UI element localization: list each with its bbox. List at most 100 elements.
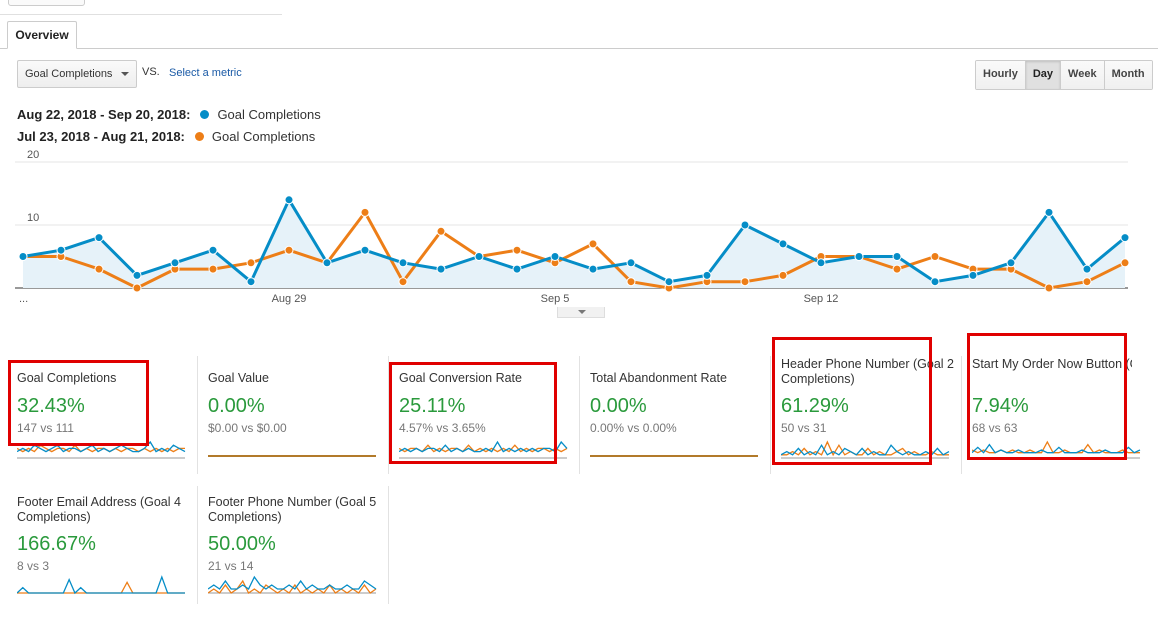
card-divider	[197, 356, 198, 474]
main-line-chart[interactable]: 20 10... Aug 29 Sep 5 Sep 12	[0, 150, 1158, 308]
data-point[interactable]	[132, 270, 142, 280]
data-point[interactable]	[854, 252, 864, 261]
data-point[interactable]	[664, 277, 674, 287]
data-point[interactable]	[360, 245, 370, 255]
highlight-box	[389, 362, 557, 464]
week-button[interactable]: Week	[1061, 61, 1105, 89]
card-percent-change: 166.67%	[17, 533, 96, 555]
data-point[interactable]	[1082, 264, 1092, 274]
sparkline	[208, 575, 377, 594]
data-point[interactable]	[968, 270, 978, 280]
data-point[interactable]	[930, 252, 940, 261]
card-goal-conversion-rate[interactable]: Goal Conversion Rate 25.11% 4.57% vs 3.6…	[389, 356, 580, 476]
y-tick-label: 20	[27, 150, 39, 161]
card-percent-change: 32.43%	[17, 395, 85, 417]
data-point[interactable]	[436, 264, 446, 274]
sparkline-blue	[399, 440, 568, 453]
card-percent-change: 50.00%	[208, 533, 276, 555]
hourly-button[interactable]: Hourly	[976, 61, 1026, 89]
data-point[interactable]	[740, 277, 750, 287]
data-point[interactable]	[132, 283, 142, 293]
sparkline-orange	[17, 444, 185, 453]
data-point[interactable]	[778, 239, 788, 249]
data-point[interactable]	[930, 277, 940, 287]
day-button[interactable]: Day	[1025, 61, 1062, 89]
card-goal-completions[interactable]: Goal Completions 32.43% 147 vs 111	[7, 356, 198, 476]
data-point[interactable]	[778, 270, 788, 280]
tab-strip-divider	[0, 48, 1158, 49]
top-button-stub[interactable]	[8, 0, 85, 6]
sparkline-orange	[208, 579, 377, 594]
card-start-my-order-now[interactable]: Start My Order Now Button (Goal 3 Comple…	[962, 356, 1153, 476]
data-point[interactable]	[208, 264, 218, 274]
legend-current-range: Aug 22, 2018 - Sep 20, 2018: Goal Comple…	[17, 107, 321, 122]
card-footer-phone-number[interactable]: Footer Phone Number (Goal 5 Completions)…	[198, 486, 389, 606]
data-point[interactable]	[1044, 283, 1054, 293]
data-point[interactable]	[740, 220, 750, 230]
data-point[interactable]	[892, 264, 902, 274]
data-point[interactable]	[436, 226, 446, 236]
card-comparison: 147 vs 111	[17, 421, 74, 435]
data-point[interactable]	[398, 277, 408, 287]
card-goal-value[interactable]: Goal Value 0.00% $0.00 vs $0.00	[198, 356, 389, 476]
legend-blue-dot-icon	[200, 110, 210, 119]
card-comparison: $0.00 vs $0.00	[208, 421, 287, 435]
data-point[interactable]	[892, 252, 902, 261]
data-point[interactable]	[1006, 258, 1016, 268]
card-footer-email-address[interactable]: Footer Email Address (Goal 4 Completions…	[7, 486, 198, 606]
data-point[interactable]	[626, 258, 636, 268]
card-title: Goal Completions	[17, 371, 117, 385]
granularity-toggle: Hourly Day Week Month	[975, 60, 1153, 90]
data-point[interactable]	[56, 245, 66, 255]
card-divider	[197, 486, 198, 604]
card-total-abandonment-rate[interactable]: Total Abandonment Rate 0.00% 0.00% vs 0.…	[580, 356, 771, 476]
chart-collapse-handle[interactable]	[557, 307, 605, 318]
month-button[interactable]: Month	[1104, 61, 1152, 89]
select-metric-link[interactable]: Select a metric	[169, 67, 242, 79]
tab-overview[interactable]: Overview	[7, 21, 77, 49]
card-percent-change: 61.29%	[781, 395, 849, 417]
data-point[interactable]	[550, 252, 560, 261]
data-point[interactable]	[1082, 277, 1092, 287]
legend-range: Jul 23, 2018 - Aug 21, 2018:	[17, 129, 185, 144]
chevron-down-icon	[121, 72, 129, 76]
x-tick-label: Sep 12	[804, 293, 839, 305]
data-point[interactable]	[1120, 233, 1130, 243]
data-point[interactable]	[626, 277, 636, 287]
metric-select[interactable]: Goal Completions	[17, 60, 137, 88]
data-point[interactable]	[284, 195, 294, 205]
data-point[interactable]	[1044, 207, 1054, 217]
data-point[interactable]	[94, 233, 104, 243]
data-point[interactable]	[702, 270, 712, 280]
data-point[interactable]	[18, 252, 28, 261]
legend-series-name: Goal Completions	[217, 107, 321, 122]
data-point[interactable]	[398, 258, 408, 268]
series-area	[23, 199, 1125, 288]
card-comparison: 0.00% vs 0.00%	[590, 421, 677, 435]
data-point[interactable]	[588, 239, 598, 249]
data-point[interactable]	[1120, 258, 1130, 268]
data-point[interactable]	[816, 258, 826, 268]
data-point[interactable]	[170, 258, 180, 268]
card-header-phone-number[interactable]: Header Phone Number (Goal 2 Completions)…	[771, 356, 962, 476]
card-title: Footer Email Address (Goal 4 Completions…	[17, 495, 181, 524]
card-divider	[961, 356, 962, 474]
series-line	[22, 198, 1126, 284]
data-point[interactable]	[246, 277, 256, 287]
card-comparison: 50 vs 31	[781, 421, 827, 435]
highlight-box	[772, 337, 932, 465]
data-point[interactable]	[360, 207, 370, 217]
card-divider	[388, 356, 389, 474]
data-point[interactable]	[246, 258, 256, 268]
data-point[interactable]	[284, 245, 294, 255]
metric-select-value: Goal Completions	[25, 68, 113, 80]
data-point[interactable]	[322, 258, 332, 268]
data-point[interactable]	[588, 264, 598, 274]
data-point[interactable]	[512, 264, 522, 274]
data-point[interactable]	[474, 252, 484, 261]
card-title: Footer Phone Number (Goal 5 Completions)	[208, 495, 377, 524]
data-point[interactable]	[208, 245, 218, 255]
card-divider	[770, 356, 771, 474]
data-point[interactable]	[94, 264, 104, 274]
data-point[interactable]	[512, 245, 522, 255]
